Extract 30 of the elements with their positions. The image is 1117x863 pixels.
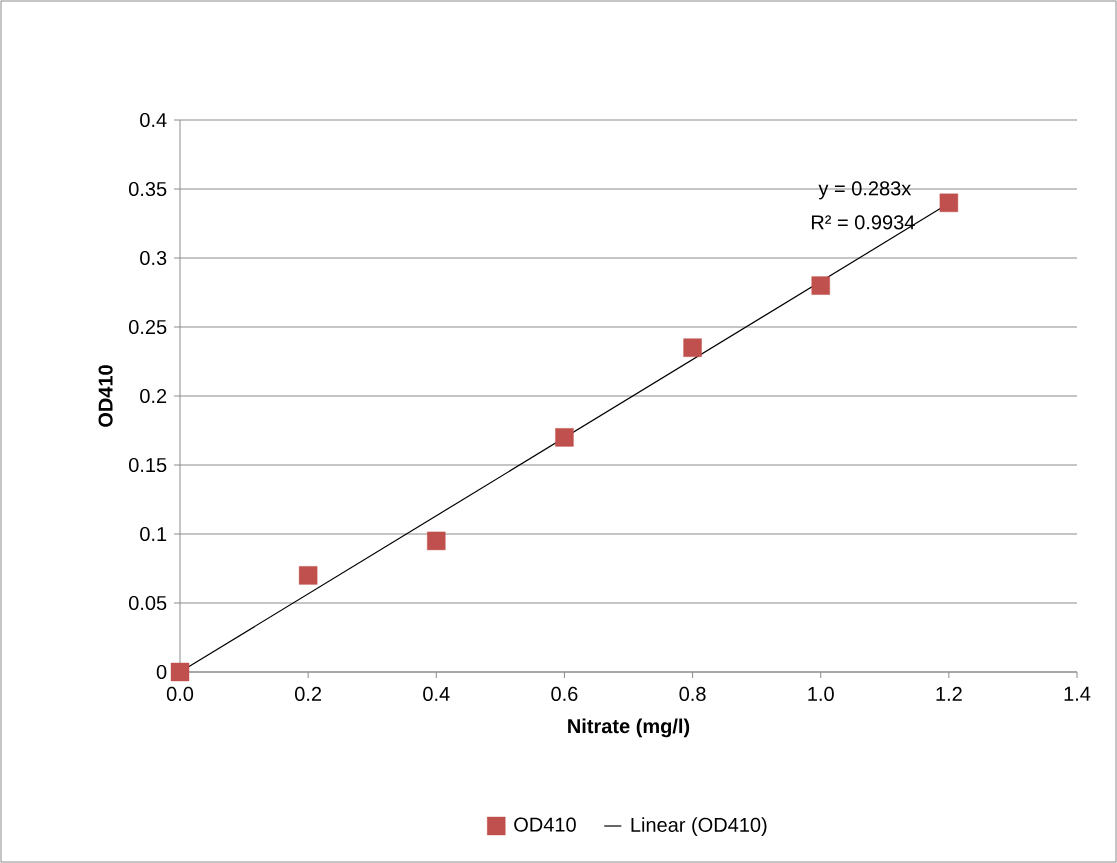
annotation: y = 0.283x [818, 181, 912, 200]
point [170, 662, 190, 682]
point [298, 566, 318, 585]
y-tick-label: 0.4 [140, 112, 167, 128]
y-axis-title: OD410 [98, 365, 113, 427]
point [683, 338, 702, 357]
x-tick-label: 1.2 [936, 686, 962, 701]
x-tick-label: 0.8 [679, 686, 706, 702]
y-tick-label: 0.3 [140, 250, 167, 266]
x-tick-label: 1.0 [808, 686, 834, 702]
legend-label: Linear (OD410) [631, 817, 767, 836]
x-tick-label: 1.4 [1064, 686, 1091, 701]
point [939, 193, 959, 212]
y-tick-label: 0.2 [140, 388, 167, 404]
x-tick-label: 0.2 [295, 686, 322, 702]
y-tick-label: 0 [156, 664, 167, 680]
y-tick-label: 0.15 [128, 457, 167, 473]
x-tick-label: 0.4 [423, 686, 450, 702]
x-tick-label: 0.6 [551, 686, 578, 702]
legend-label: OD410 [514, 817, 576, 832]
y-tick-label: 0.35 [128, 181, 167, 197]
point [427, 531, 446, 551]
point [811, 276, 830, 295]
y-tick-label: 0.05 [128, 595, 167, 611]
y-tick-label: 0.25 [128, 319, 167, 335]
x-tick-label: 0.0 [166, 686, 194, 702]
point [555, 428, 574, 447]
annotation: R² = 0.9934 [811, 215, 915, 230]
x-axis-title: Nitrate (mg/l) [568, 718, 690, 738]
y-tick-label: 0.1 [140, 526, 167, 542]
